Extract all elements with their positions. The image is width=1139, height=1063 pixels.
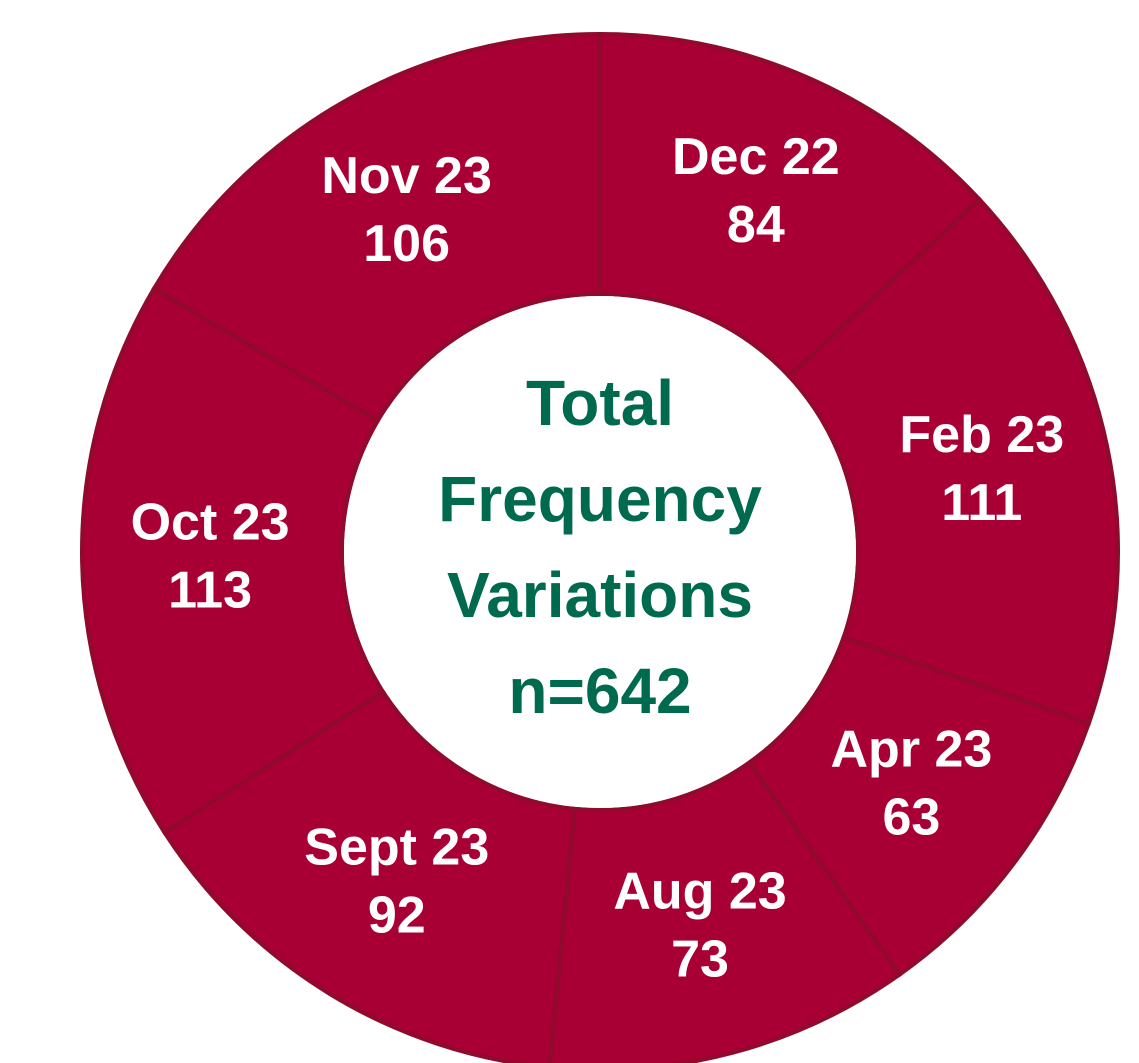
center-label: Total — [526, 367, 674, 439]
segment-value-label: 92 — [368, 887, 426, 945]
center-label: n=642 — [508, 655, 691, 727]
donut-segment — [151, 31, 602, 424]
segment-category-label: Feb 23 — [899, 406, 1064, 464]
segment-category-label: Aug 23 — [613, 863, 786, 921]
donut-hole — [344, 296, 856, 808]
donut-segment — [161, 689, 577, 1063]
segment-category-label: Sept 23 — [304, 819, 489, 877]
donut-segment — [598, 31, 983, 380]
segment-value-label: 63 — [883, 788, 941, 846]
donut-segment — [786, 196, 1120, 727]
segment-value-label: 113 — [168, 561, 252, 619]
segment-category-label: Dec 22 — [672, 128, 840, 186]
segment-value-label: 111 — [941, 474, 1022, 532]
segment-value-label: 73 — [671, 931, 729, 989]
donut-segment — [547, 759, 903, 1063]
center-label: Frequency — [438, 463, 762, 535]
donut-segment — [80, 285, 386, 836]
segment-value-label: 84 — [727, 196, 785, 254]
segment-category-label: Nov 23 — [321, 147, 492, 205]
segment-category-label: Oct 23 — [131, 493, 290, 551]
center-label: Variations — [447, 559, 753, 631]
segment-value-label: 106 — [363, 215, 450, 273]
segment-category-label: Apr 23 — [831, 720, 993, 778]
donut-segment — [746, 634, 1092, 978]
